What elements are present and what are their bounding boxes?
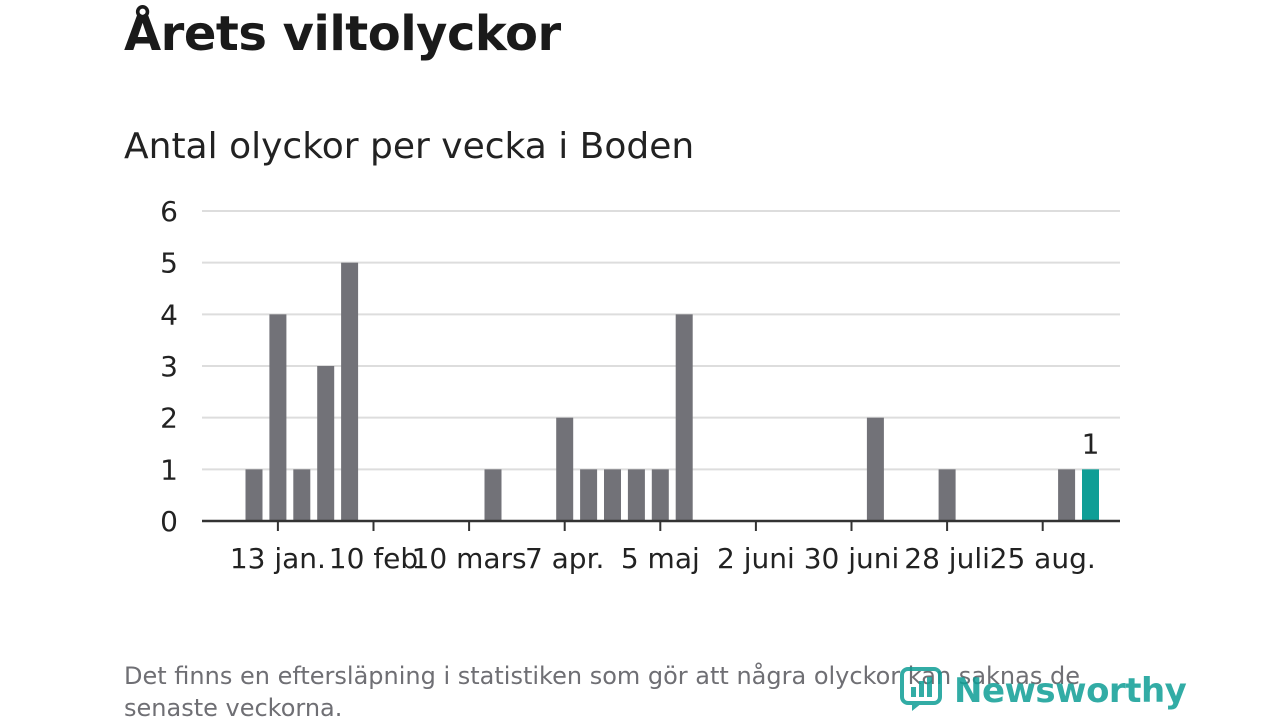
x-tick-label: 7 apr. <box>525 542 605 575</box>
x-tick-label: 10 feb <box>329 542 418 575</box>
bar <box>604 469 621 521</box>
bar <box>627 469 645 521</box>
bar <box>651 469 669 521</box>
y-tick-label: 5 <box>160 247 178 280</box>
bar <box>866 417 884 521</box>
y-tick-label: 0 <box>160 505 178 538</box>
bar <box>938 469 956 521</box>
y-tick-label: 1 <box>160 453 178 486</box>
bar-highlight <box>1082 469 1099 521</box>
bar <box>245 469 263 521</box>
bar <box>269 314 287 521</box>
y-tick-label: 6 <box>160 195 178 228</box>
data-label: 1 <box>1082 427 1100 460</box>
bar <box>484 469 502 521</box>
chart-title: Årets viltolyckor <box>124 6 561 62</box>
chart-subtitle: Antal olyckor per vecka i Boden <box>124 126 695 167</box>
x-tick-label: 13 jan. <box>230 542 326 575</box>
brand-name: Newsworthy <box>954 671 1187 711</box>
newsworthy-brand: Newsworthy <box>900 665 1187 717</box>
bar <box>580 469 598 521</box>
x-tick-label: 30 juni <box>804 542 900 575</box>
y-tick-label: 4 <box>160 298 178 331</box>
bar <box>317 366 335 521</box>
x-tick-label: 28 juli <box>904 542 990 575</box>
bar <box>556 417 574 521</box>
y-tick-label: 2 <box>160 402 178 435</box>
bar <box>293 469 311 521</box>
x-tick-label: 2 juni <box>717 542 795 575</box>
x-tick-label: 10 mars <box>412 542 527 575</box>
bar <box>341 262 359 521</box>
x-tick-label: 5 maj <box>621 542 700 575</box>
y-tick-label: 3 <box>160 350 178 383</box>
newsworthy-logo-icon <box>900 665 944 717</box>
bar <box>675 314 693 521</box>
bar <box>1058 469 1076 521</box>
x-tick-label: 25 aug. <box>990 542 1096 575</box>
